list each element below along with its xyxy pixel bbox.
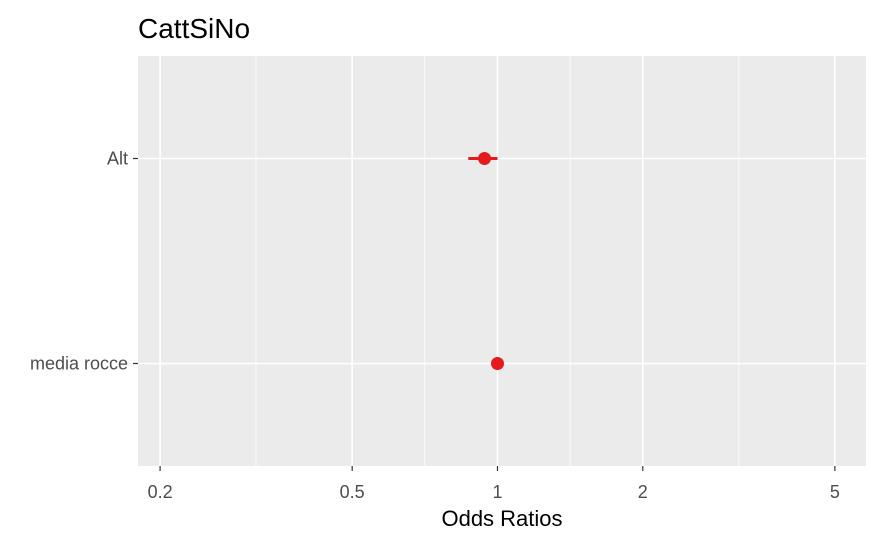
point-1 [490,357,504,370]
x-tick-label-0: 0.2 [148,482,173,502]
major-gridlines [159,56,836,466]
y-axis: Alt media rocce [30,149,138,374]
x-axis-title: Odds Ratios [441,506,562,531]
x-tick-label-2: 1 [492,482,502,502]
x-tick-label-3: 2 [638,482,648,502]
minor-gridlines [255,56,740,466]
y-tick-label-0: Alt [107,149,128,169]
x-axis: 0.2 0.5 1 2 5 [148,466,840,502]
data-marks [468,152,504,370]
y-tick-label-1: media rocce [30,354,128,374]
x-tick-label-1: 0.5 [340,482,365,502]
chart-title: CattSiNo [138,13,250,44]
x-tick-label-4: 5 [830,482,840,502]
plot-panel [138,56,866,466]
point-0 [478,152,492,165]
